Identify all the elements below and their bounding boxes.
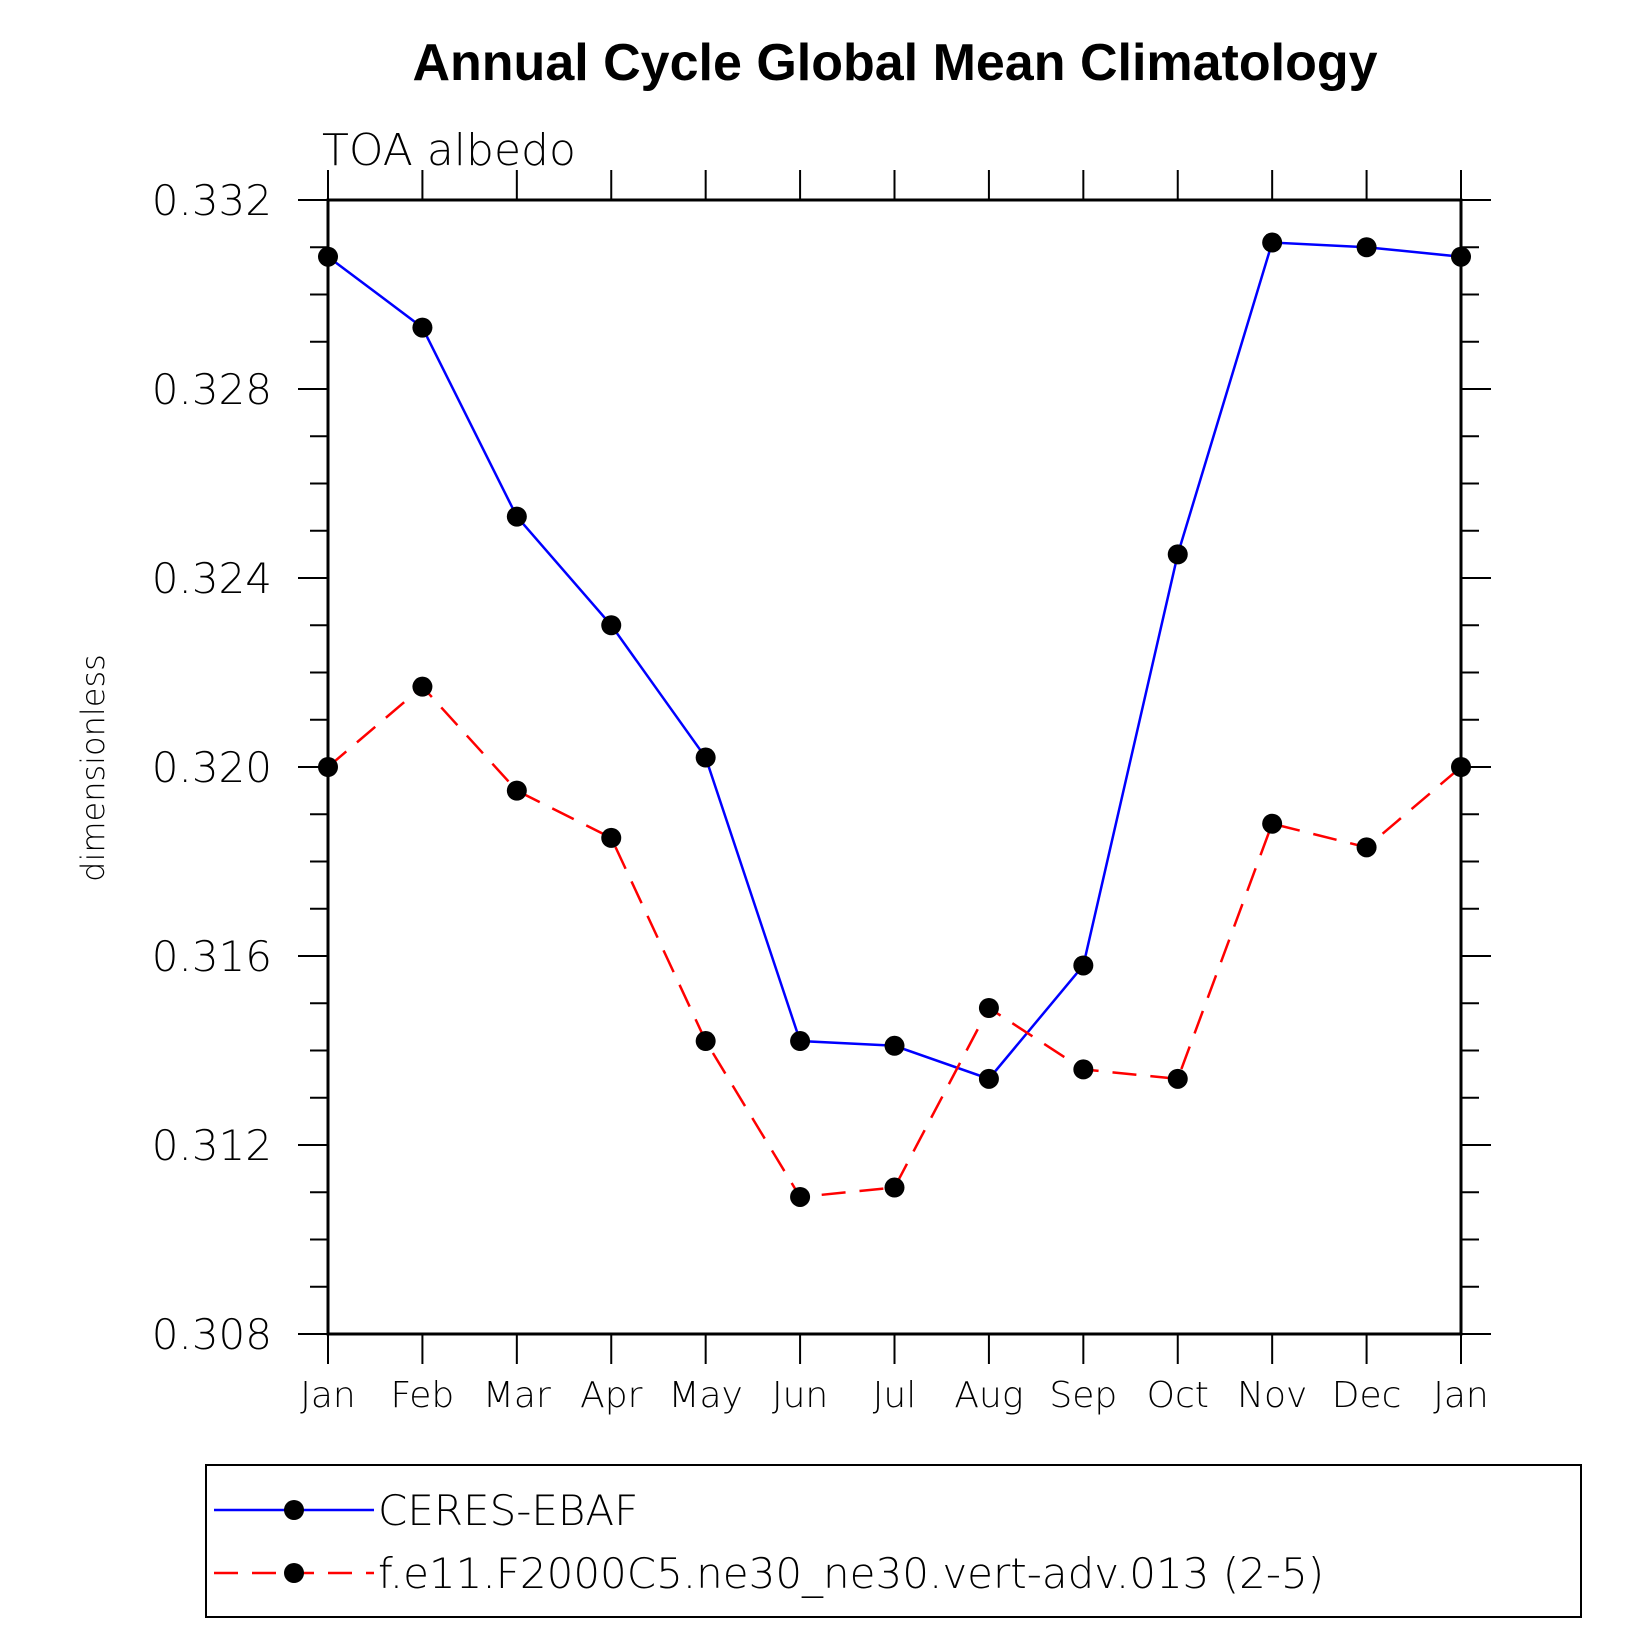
chart-title: Annual Cycle Global Mean Climatology	[412, 34, 1377, 92]
series-1	[318, 232, 1471, 1089]
x-tick-labels: Jan Feb Mar Apr May Jun Jul Aug Sep Oct Nov Dec Jan	[300, 1375, 1489, 1416]
legend-marker	[284, 1563, 304, 1583]
x-tick-label: Mar	[483, 1375, 551, 1416]
legend-label: f.e11.F2000C5.ne30_ne30.vert-adv.013 (2-…	[378, 1549, 1324, 1598]
x-tick-label: Feb	[391, 1375, 455, 1416]
axis-ticks	[298, 170, 1491, 1364]
data-point	[412, 676, 433, 697]
data-point	[318, 246, 338, 267]
data-point	[978, 997, 999, 1018]
data-point	[506, 506, 527, 527]
series-line	[327, 241, 1462, 1081]
legend-box	[205, 1464, 1582, 1618]
data-point	[1167, 544, 1188, 565]
data-point	[1073, 1059, 1094, 1080]
data-point	[1356, 837, 1377, 858]
data-point	[601, 615, 622, 636]
y-tick-label: 0.312	[152, 1121, 272, 1170]
series-line	[327, 684, 1462, 1199]
x-tick-label: Jan	[300, 1375, 356, 1416]
data-point	[1073, 955, 1094, 976]
y-tick-label: 0.332	[152, 176, 272, 225]
data-point	[1451, 246, 1471, 267]
data-point	[695, 1031, 716, 1052]
legend: CERES-EBAF f.e11.F2000C5.ne30_ne30.vert-a…	[205, 1464, 1582, 1618]
x-tick-label: Sep	[1049, 1375, 1117, 1416]
y-tick-label: 0.316	[152, 932, 272, 981]
data-point	[1167, 1068, 1188, 1089]
data-point	[884, 1035, 905, 1056]
data-point	[790, 1186, 811, 1207]
data-point	[1262, 232, 1283, 253]
plot-frame	[326, 198, 1463, 1336]
x-tick-label: Dec	[1332, 1375, 1402, 1416]
y-tick-label: 0.328	[152, 365, 272, 414]
data-point	[695, 747, 716, 768]
data-point	[1451, 757, 1471, 777]
chart-subtitle: TOA albedo	[322, 125, 576, 176]
y-tick-label: 0.308	[152, 1310, 272, 1359]
data-point	[978, 1068, 999, 1089]
legend-item: f.e11.F2000C5.ne30_ne30.vert-adv.013 (2-…	[214, 1549, 1324, 1598]
data-point	[884, 1177, 905, 1198]
data-point	[1262, 813, 1283, 834]
y-axis-label: dimensionless	[74, 654, 112, 882]
series-2	[318, 676, 1471, 1207]
x-tick-label: Jul	[873, 1375, 916, 1416]
x-tick-label: May	[668, 1375, 742, 1416]
x-tick-label: Apr	[580, 1375, 642, 1416]
data-point	[506, 780, 527, 801]
legend-label: CERES-EBAF	[378, 1486, 638, 1535]
data-point	[601, 827, 622, 848]
x-tick-label: Jan	[1433, 1375, 1489, 1416]
data-point	[1356, 237, 1377, 258]
x-tick-label: Aug	[954, 1375, 1023, 1416]
y-tick-label: 0.320	[152, 743, 272, 792]
data-point	[412, 317, 433, 338]
y-tick-label: 0.324	[152, 554, 272, 603]
data-point	[318, 757, 338, 777]
data-series	[318, 232, 1471, 1207]
legend-marker	[284, 1500, 304, 1520]
x-tick-label: Jun	[772, 1375, 828, 1416]
y-tick-labels: 0.308 0.312 0.316 0.320 0.324 0.328 0.332	[152, 176, 272, 1359]
x-tick-label: Oct	[1147, 1375, 1209, 1416]
x-tick-label: Nov	[1237, 1375, 1307, 1416]
data-point	[790, 1031, 811, 1052]
legend-item: CERES-EBAF	[214, 1486, 638, 1535]
